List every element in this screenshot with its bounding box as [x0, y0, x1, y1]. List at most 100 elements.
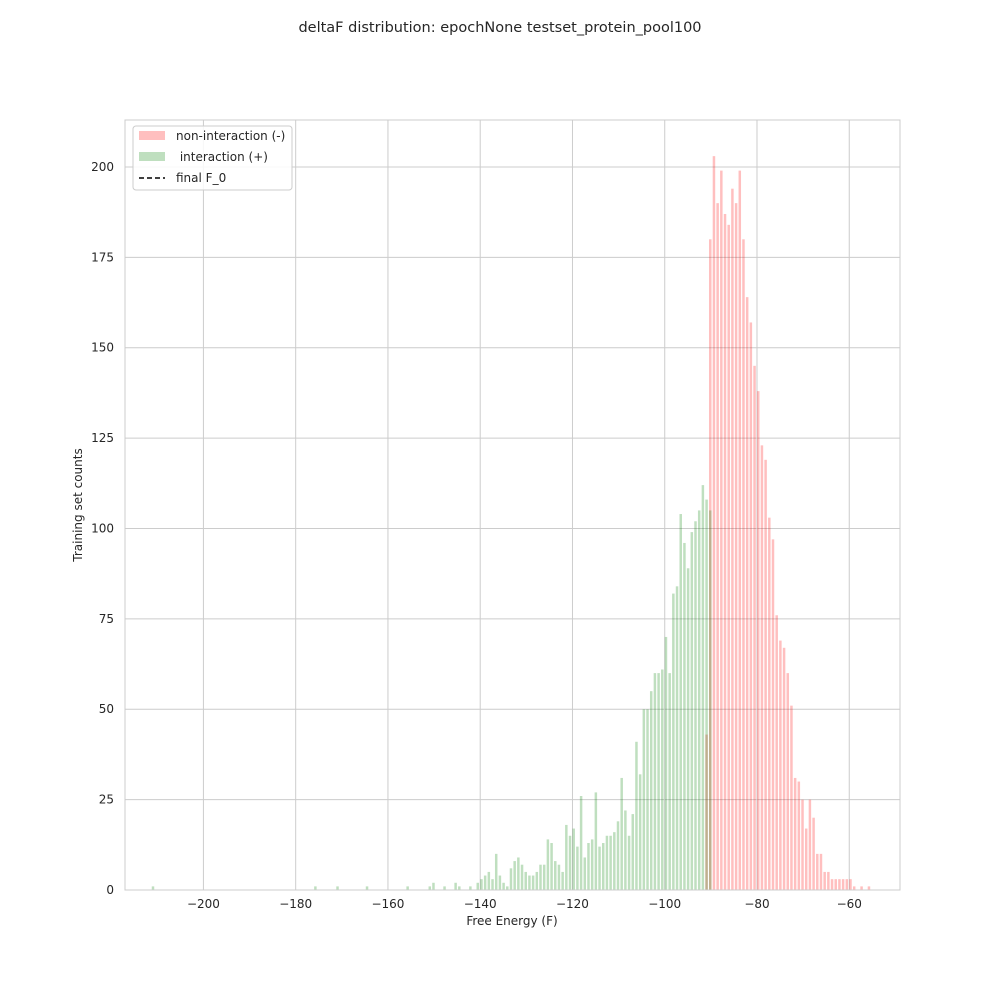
bar-non-interaction — [716, 203, 719, 891]
bar-interaction — [709, 510, 712, 890]
bar-interaction — [686, 568, 690, 890]
bar-non-interaction — [834, 879, 837, 890]
bar-non-interaction — [764, 459, 767, 890]
bar-non-interaction — [768, 517, 771, 890]
bar-interaction — [642, 709, 646, 890]
bar-interaction — [517, 857, 520, 890]
bar-non-interaction — [727, 224, 730, 890]
bar-interaction — [697, 510, 701, 890]
bar-interaction — [528, 875, 531, 890]
bar-interaction — [601, 843, 605, 890]
bar-non-interaction — [793, 777, 797, 890]
legend: non-interaction (-) interaction (+) fina… — [132, 125, 293, 191]
bar-non-interaction — [830, 879, 834, 890]
x-axis-ticks: −200 −180 −160 −140 −120 −100 −80 −60 — [187, 897, 862, 911]
bar-non-interaction — [841, 879, 845, 890]
bar-interaction — [498, 875, 502, 890]
y-tick-label: 75 — [99, 612, 114, 626]
bar-interaction — [679, 514, 682, 890]
legend-swatch-interaction — [139, 152, 165, 161]
bar-non-interaction — [709, 239, 712, 890]
bar-interaction — [494, 853, 498, 890]
bar-non-interaction — [823, 871, 826, 890]
bar-non-interaction — [742, 239, 745, 890]
x-tick-label: −200 — [187, 897, 220, 911]
bars-non-interaction — [705, 156, 871, 891]
bar-interaction — [554, 861, 557, 890]
y-axis-ticks: 0 25 50 75 100 125 150 175 200 — [91, 160, 114, 897]
bar-interaction — [535, 871, 539, 890]
chart-title: deltaF distribution: epochNone testset_p… — [298, 20, 701, 36]
bar-interaction — [557, 864, 561, 890]
bar-interaction — [635, 741, 638, 890]
bar-interaction — [631, 814, 635, 890]
bar-interaction — [672, 593, 675, 890]
bar-non-interaction — [723, 213, 727, 891]
bar-interaction — [598, 846, 601, 890]
bar-non-interaction — [808, 799, 812, 890]
bar-non-interaction — [860, 886, 863, 890]
bar-interaction — [550, 843, 553, 890]
x-tick-label: −160 — [371, 897, 404, 911]
bar-non-interaction — [819, 853, 823, 890]
bar-non-interaction — [738, 170, 742, 890]
bar-interaction — [524, 871, 527, 890]
bar-interaction — [664, 636, 668, 890]
bar-interaction — [646, 709, 649, 890]
grid-lines — [125, 120, 900, 891]
bar-interaction — [616, 821, 620, 890]
bar-interaction — [454, 882, 457, 890]
bar-interaction — [579, 796, 583, 890]
bar-interaction — [701, 485, 705, 890]
legend-label-non-interaction: non-interaction (-) — [176, 129, 285, 143]
bar-interaction — [568, 835, 572, 890]
plot-area — [125, 120, 900, 890]
bar-non-interaction — [812, 817, 815, 890]
x-axis-label: Free Energy (F) — [466, 914, 557, 928]
bar-interaction — [594, 792, 598, 890]
bar-non-interaction — [734, 203, 738, 891]
bar-interaction — [590, 839, 594, 890]
bar-non-interaction — [705, 734, 708, 890]
bar-non-interaction — [816, 853, 819, 890]
bar-interaction — [539, 864, 542, 890]
y-tick-label: 25 — [99, 793, 114, 807]
bar-interaction — [546, 839, 550, 890]
bar-interaction — [627, 835, 631, 890]
legend-label-final-f0: final F_0 — [176, 171, 226, 185]
bar-interaction — [483, 875, 487, 890]
x-tick-label: −120 — [556, 897, 589, 911]
bar-interaction — [487, 871, 491, 890]
y-tick-label: 50 — [99, 702, 114, 716]
bar-non-interaction — [801, 799, 804, 890]
bar-interaction — [705, 499, 708, 890]
bar-interaction — [314, 886, 317, 890]
bar-non-interaction — [786, 673, 790, 890]
bar-non-interaction — [745, 297, 749, 891]
bar-interaction — [443, 886, 446, 890]
bar-non-interaction — [775, 615, 778, 890]
plot-frame — [124, 119, 901, 891]
bar-interaction — [694, 521, 697, 890]
bar-interaction — [690, 532, 694, 890]
bar-non-interaction — [838, 879, 841, 890]
bar-interaction — [480, 879, 483, 890]
bar-interaction — [509, 868, 513, 890]
bar-interaction — [587, 843, 590, 890]
bar-non-interaction — [760, 445, 764, 890]
bar-interaction — [653, 673, 657, 890]
bar-non-interaction — [749, 322, 753, 891]
bar-interaction — [513, 861, 516, 890]
x-tick-label: −100 — [648, 897, 681, 911]
bar-interaction — [336, 886, 339, 890]
bar-interaction — [613, 832, 616, 890]
bar-interaction — [469, 886, 472, 890]
bar-interaction — [476, 882, 480, 890]
bar-interaction — [365, 886, 369, 890]
x-tick-label: −60 — [837, 897, 862, 911]
bar-non-interaction — [720, 170, 723, 890]
bar-interaction — [565, 824, 568, 890]
bar-interaction — [151, 886, 155, 890]
bar-interaction — [458, 886, 461, 890]
